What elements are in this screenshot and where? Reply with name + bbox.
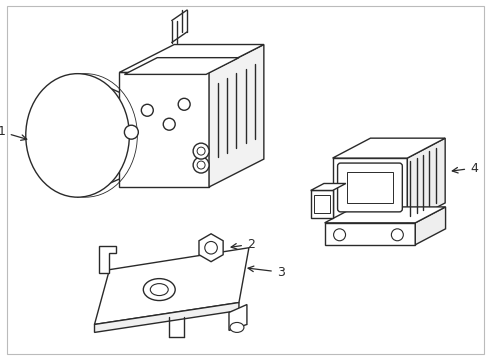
Polygon shape <box>228 305 246 330</box>
Circle shape <box>333 229 345 241</box>
Polygon shape <box>310 190 332 219</box>
Circle shape <box>204 242 217 254</box>
FancyBboxPatch shape <box>313 195 329 213</box>
Circle shape <box>197 161 204 169</box>
Polygon shape <box>124 58 239 75</box>
Polygon shape <box>332 158 407 223</box>
Circle shape <box>124 125 138 139</box>
Polygon shape <box>407 138 444 223</box>
FancyBboxPatch shape <box>337 163 402 212</box>
Circle shape <box>178 98 190 110</box>
Polygon shape <box>94 302 239 332</box>
Text: 3: 3 <box>247 266 284 279</box>
Polygon shape <box>310 184 345 190</box>
Polygon shape <box>199 234 223 262</box>
Text: 1: 1 <box>0 125 27 140</box>
Polygon shape <box>119 72 209 187</box>
Circle shape <box>193 143 209 159</box>
Ellipse shape <box>26 74 129 197</box>
Polygon shape <box>209 45 264 187</box>
Circle shape <box>197 147 204 155</box>
Ellipse shape <box>229 323 244 332</box>
Text: 4: 4 <box>451 162 477 175</box>
Text: 2: 2 <box>231 238 254 251</box>
Polygon shape <box>332 138 444 158</box>
Polygon shape <box>414 207 445 245</box>
Circle shape <box>193 157 209 173</box>
Circle shape <box>163 118 175 130</box>
Ellipse shape <box>143 279 175 301</box>
Polygon shape <box>324 223 414 245</box>
Polygon shape <box>99 246 116 273</box>
Polygon shape <box>119 45 264 72</box>
Circle shape <box>141 104 153 116</box>
FancyBboxPatch shape <box>346 172 392 203</box>
Ellipse shape <box>150 284 168 296</box>
Polygon shape <box>324 207 445 223</box>
Circle shape <box>390 229 403 241</box>
Polygon shape <box>94 248 248 324</box>
